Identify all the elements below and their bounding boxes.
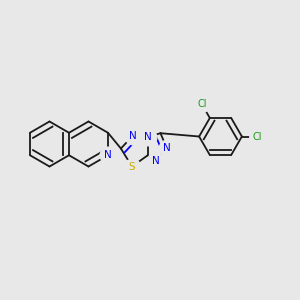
- Text: Cl: Cl: [253, 131, 262, 142]
- Text: N: N: [163, 142, 170, 153]
- Text: N: N: [104, 150, 112, 160]
- Text: N: N: [129, 130, 137, 141]
- Text: N: N: [144, 132, 152, 142]
- Text: Cl: Cl: [197, 100, 207, 110]
- Text: S: S: [129, 161, 135, 172]
- Text: N: N: [152, 156, 159, 166]
